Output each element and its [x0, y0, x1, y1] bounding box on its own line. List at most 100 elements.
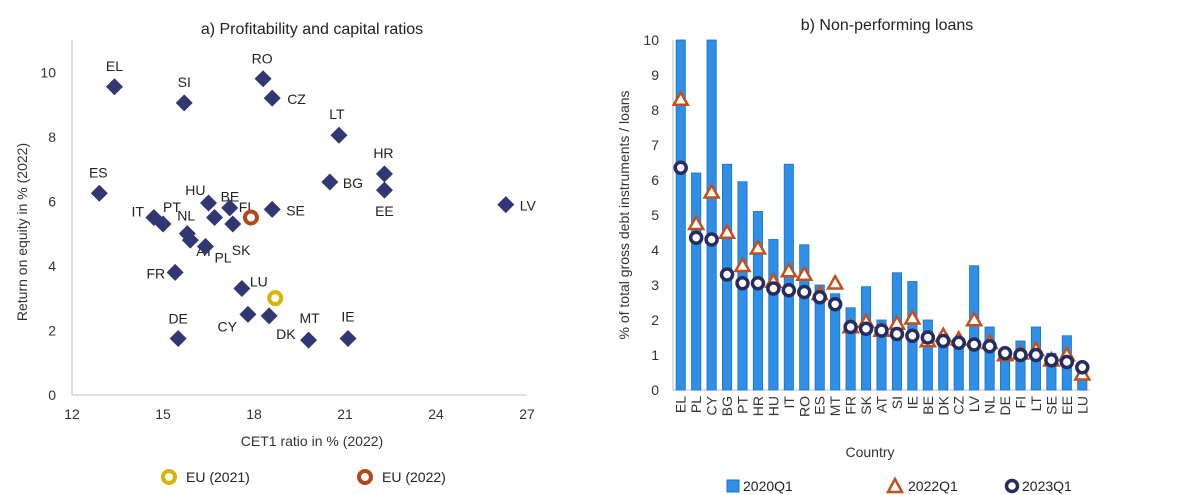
x-tick-label: IT	[781, 396, 797, 409]
x-tick-label: LT	[1028, 396, 1044, 412]
point-label-nl: NL	[177, 208, 195, 224]
marker-2023q1-it	[781, 283, 797, 298]
legend-eu2021-label: EU (2021)	[186, 469, 250, 485]
bar-2020q1-sk	[861, 286, 872, 391]
bar-legend: 2020Q1 2022Q1 2023Q1	[726, 476, 1072, 494]
marker-2022q1-pt	[733, 256, 752, 273]
y-tick-label: 6	[651, 172, 659, 188]
point-label-lv: LV	[520, 198, 537, 214]
marker-2022q1-hr	[748, 238, 768, 255]
point-es	[90, 184, 108, 202]
legend-2020q1-label: 2020Q1	[743, 478, 793, 494]
x-tick-label: CZ	[951, 396, 967, 415]
marker-2023q1-cy	[704, 232, 719, 247]
point-label-hu: HU	[185, 182, 205, 198]
point-dk	[260, 307, 278, 325]
marker-2023q1-ee	[1059, 354, 1075, 370]
marker-2023q1-at	[874, 323, 889, 338]
point-fr	[166, 263, 184, 281]
point-label-mt: MT	[299, 310, 320, 326]
y-tick-label: 4	[48, 258, 56, 274]
x-tick-label: HR	[750, 396, 766, 416]
x-tick-label: SI	[889, 396, 905, 409]
point-se	[263, 200, 281, 218]
y-tick-label: 7	[651, 137, 659, 153]
y-tick-label: 0	[651, 382, 659, 398]
x-tick-label: 15	[155, 406, 171, 422]
marker-2023q1-fr	[843, 319, 858, 335]
marker-2022q1-ie	[903, 308, 922, 325]
marker-2023q1-de	[997, 346, 1013, 361]
point-lu	[233, 280, 251, 297]
point-label-be: BE	[221, 189, 240, 205]
x-tick-label: SE	[1043, 396, 1059, 415]
y-tick-label: 0	[48, 387, 56, 403]
marker-2023q1-pt	[735, 276, 750, 291]
x-tick-label: NL	[982, 396, 998, 414]
point-lt	[330, 126, 348, 144]
x-tick-label: DE	[997, 396, 1013, 415]
y-tick-label: 6	[48, 193, 56, 209]
point-label-lt: LT	[329, 106, 345, 122]
point-eu-2021	[267, 290, 284, 307]
bar-panel: b) Non-performing loans 0 1 2 3 4 5 6 7 8 9 10 EL PL…	[616, 17, 1092, 494]
scatter-panel: a) Profitability and capital ratios 12 15…	[14, 21, 537, 485]
point-si	[175, 94, 193, 112]
point-bg	[321, 173, 339, 191]
bar-2020q1-fi	[1015, 340, 1026, 391]
x-tick-label: 12	[64, 406, 80, 422]
marker-2023q1-ie	[905, 328, 920, 343]
point-label-lu: LU	[250, 274, 268, 290]
point-cz	[263, 89, 281, 107]
marker-2022q1-mt	[826, 273, 845, 290]
point-ro	[254, 70, 272, 88]
marker-2022q1-pl	[687, 214, 706, 231]
bar-2020q1-lv	[969, 265, 980, 391]
point-label-it: IT	[131, 204, 144, 220]
bar-2020q1-mt	[830, 293, 841, 391]
x-tick-label: BG	[719, 396, 735, 416]
legend-2020q1-marker	[726, 479, 740, 493]
legend-2022q1-marker	[885, 476, 905, 494]
bar-ticks: 0 1 2 3 4 5 6 7 8 9 10 EL PL CY BG PT HR HU IT RO ES MT FR SK AT…	[643, 32, 1090, 417]
marker-2023q1-bg	[719, 267, 735, 282]
point-label-pl: PL	[214, 250, 231, 266]
x-tick-label: PT	[735, 396, 751, 414]
marker-2022q1-cy	[702, 182, 721, 199]
marker-2023q1-lu	[1075, 360, 1090, 375]
point-label-cz: CZ	[287, 91, 306, 107]
y-tick-label: 8	[651, 102, 659, 118]
marker-series	[671, 89, 1092, 381]
marker-2022q1-lv	[965, 310, 984, 327]
marker-2022q1-bg	[717, 222, 737, 239]
bar-2020q1-cy	[706, 39, 717, 391]
bar-2020q1-ro	[799, 244, 810, 391]
y-tick-label: 3	[651, 277, 659, 293]
bar-title: b) Non-performing loans	[801, 17, 974, 34]
x-tick-label: EL	[673, 396, 689, 413]
marker-2023q1-lv	[966, 337, 982, 352]
point-label-hr: HR	[373, 145, 393, 161]
scatter-points: ELSIROCZLTESBGHREELVITPTHUBEFISKSENLATPL…	[89, 51, 537, 349]
point-cy	[239, 305, 257, 323]
marker-2023q1-ro	[797, 284, 812, 300]
y-tick-label: 10	[40, 64, 56, 80]
point-de	[169, 330, 187, 348]
scatter-y-label: Return on equity in % (2022)	[14, 143, 30, 321]
point-at	[181, 231, 199, 249]
x-tick-label: 21	[337, 406, 353, 422]
x-tick-label: LU	[1074, 396, 1090, 414]
point-ee	[375, 181, 393, 199]
point-label-fr: FR	[146, 265, 165, 281]
bar-x-label: Country	[845, 444, 894, 460]
bar-2020q1-hu	[768, 239, 779, 391]
point-fi	[221, 199, 239, 217]
x-tick-label: 18	[246, 406, 262, 422]
x-tick-label: 24	[428, 406, 444, 422]
x-tick-label: FR	[843, 396, 859, 415]
y-tick-label: 5	[651, 207, 659, 223]
point-label-el: EL	[106, 58, 123, 74]
marker-2023q1-pl	[688, 230, 704, 245]
